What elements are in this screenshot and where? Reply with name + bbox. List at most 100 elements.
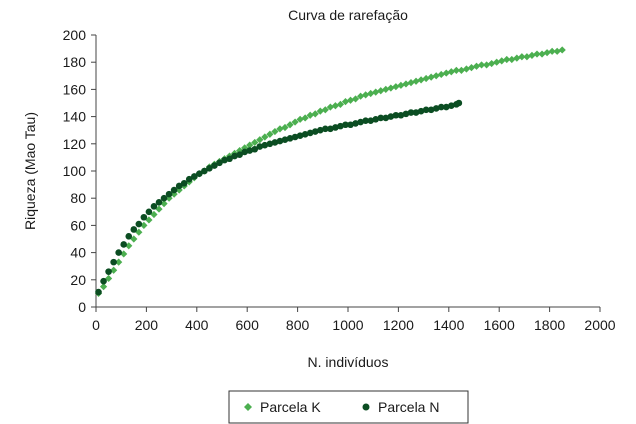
data-point [508, 55, 516, 64]
data-point [553, 47, 561, 55]
data-point [326, 103, 334, 111]
data-point [392, 111, 400, 119]
x-tick-label: 2000 [584, 317, 615, 333]
data-point [226, 155, 233, 163]
data-point [402, 80, 410, 88]
data-point [276, 137, 284, 145]
data-point [196, 170, 203, 178]
y-tick-label: 0 [78, 299, 86, 315]
data-point [387, 84, 395, 92]
data-point [442, 103, 450, 111]
data-point [286, 121, 294, 129]
x-axis-label: N. indivíduos [308, 354, 389, 370]
y-tick-label: 160 [63, 81, 87, 97]
y-tick-label: 140 [63, 109, 87, 125]
data-point [201, 167, 208, 175]
data-point [417, 76, 425, 84]
data-point [266, 140, 274, 148]
data-point [130, 226, 138, 233]
data-point [352, 120, 359, 127]
x-tick-label: 600 [236, 317, 260, 333]
x-tick-label: 1400 [433, 317, 464, 333]
data-point [327, 125, 334, 133]
data-point [211, 162, 218, 169]
data-point [437, 103, 445, 111]
data-point [362, 117, 369, 124]
legend-item-parcela-n: Parcela N [362, 399, 439, 415]
data-point [538, 50, 546, 58]
data-point [165, 190, 173, 198]
data-point [362, 91, 370, 99]
legend-marker-circle [362, 403, 370, 411]
data-point [246, 147, 254, 154]
data-point [427, 106, 435, 114]
data-point [523, 53, 531, 61]
data-point [100, 277, 107, 285]
y-tick-label: 20 [70, 272, 86, 288]
y-axis-label: Riqueza (Mao Tau) [22, 112, 38, 230]
x-tick-label: 0 [92, 317, 100, 333]
data-point [548, 47, 556, 55]
data-point [467, 64, 476, 72]
data-point [170, 186, 178, 194]
data-point [120, 241, 128, 248]
data-point [271, 127, 279, 136]
data-point [322, 125, 329, 133]
y-tick-label: 60 [70, 217, 86, 233]
data-point [316, 107, 324, 115]
data-point [332, 124, 339, 131]
data-point [377, 114, 385, 122]
plot-area: 0 200 400 600 800 1000 1200 1400 1600 1800 2000 0 2… [63, 27, 616, 333]
x-ticks: 0 200 400 600 800 1000 1200 1400 1600 1800 2000 [92, 307, 616, 333]
legend-marker-diamond [244, 403, 252, 411]
data-point [407, 109, 415, 116]
series-parcela-n [95, 99, 463, 296]
data-point [256, 136, 264, 144]
y-tick-label: 40 [70, 245, 86, 261]
series-parcela-k [94, 46, 566, 297]
data-point [306, 111, 314, 119]
x-tick-label: 1600 [484, 317, 515, 333]
data-point [125, 232, 133, 240]
data-point [110, 266, 118, 274]
data-point [392, 83, 400, 91]
data-point [221, 156, 228, 164]
data-point [503, 55, 511, 64]
data-point [483, 61, 491, 69]
legend-label-parcela-k: Parcela K [260, 399, 321, 415]
data-point [311, 128, 319, 135]
data-point [140, 213, 148, 221]
data-point [246, 141, 254, 149]
data-point [99, 283, 108, 291]
data-point [286, 135, 294, 142]
data-point [422, 74, 430, 83]
data-point [261, 133, 269, 141]
data-point [281, 123, 289, 132]
data-point [296, 115, 304, 123]
data-point [95, 288, 102, 296]
data-point [145, 216, 153, 224]
data-point [251, 145, 259, 153]
data-point [382, 85, 390, 93]
data-point [372, 116, 380, 123]
data-point [256, 143, 264, 150]
data-point [190, 173, 198, 180]
data-point [412, 109, 420, 116]
data-point [336, 100, 345, 108]
data-point [533, 50, 541, 58]
data-point [477, 61, 486, 69]
data-point [296, 132, 304, 139]
data-point [301, 114, 309, 122]
data-point [427, 73, 435, 81]
legend: Parcela K Parcela N [228, 390, 469, 424]
chart-title: Curva de rarefação [288, 7, 408, 23]
data-point [110, 258, 117, 266]
y-tick-label: 200 [63, 27, 87, 43]
data-point [357, 118, 364, 126]
data-point [447, 68, 455, 76]
y-tick-label: 80 [70, 190, 86, 206]
data-point [251, 138, 259, 147]
data-point [518, 53, 526, 61]
